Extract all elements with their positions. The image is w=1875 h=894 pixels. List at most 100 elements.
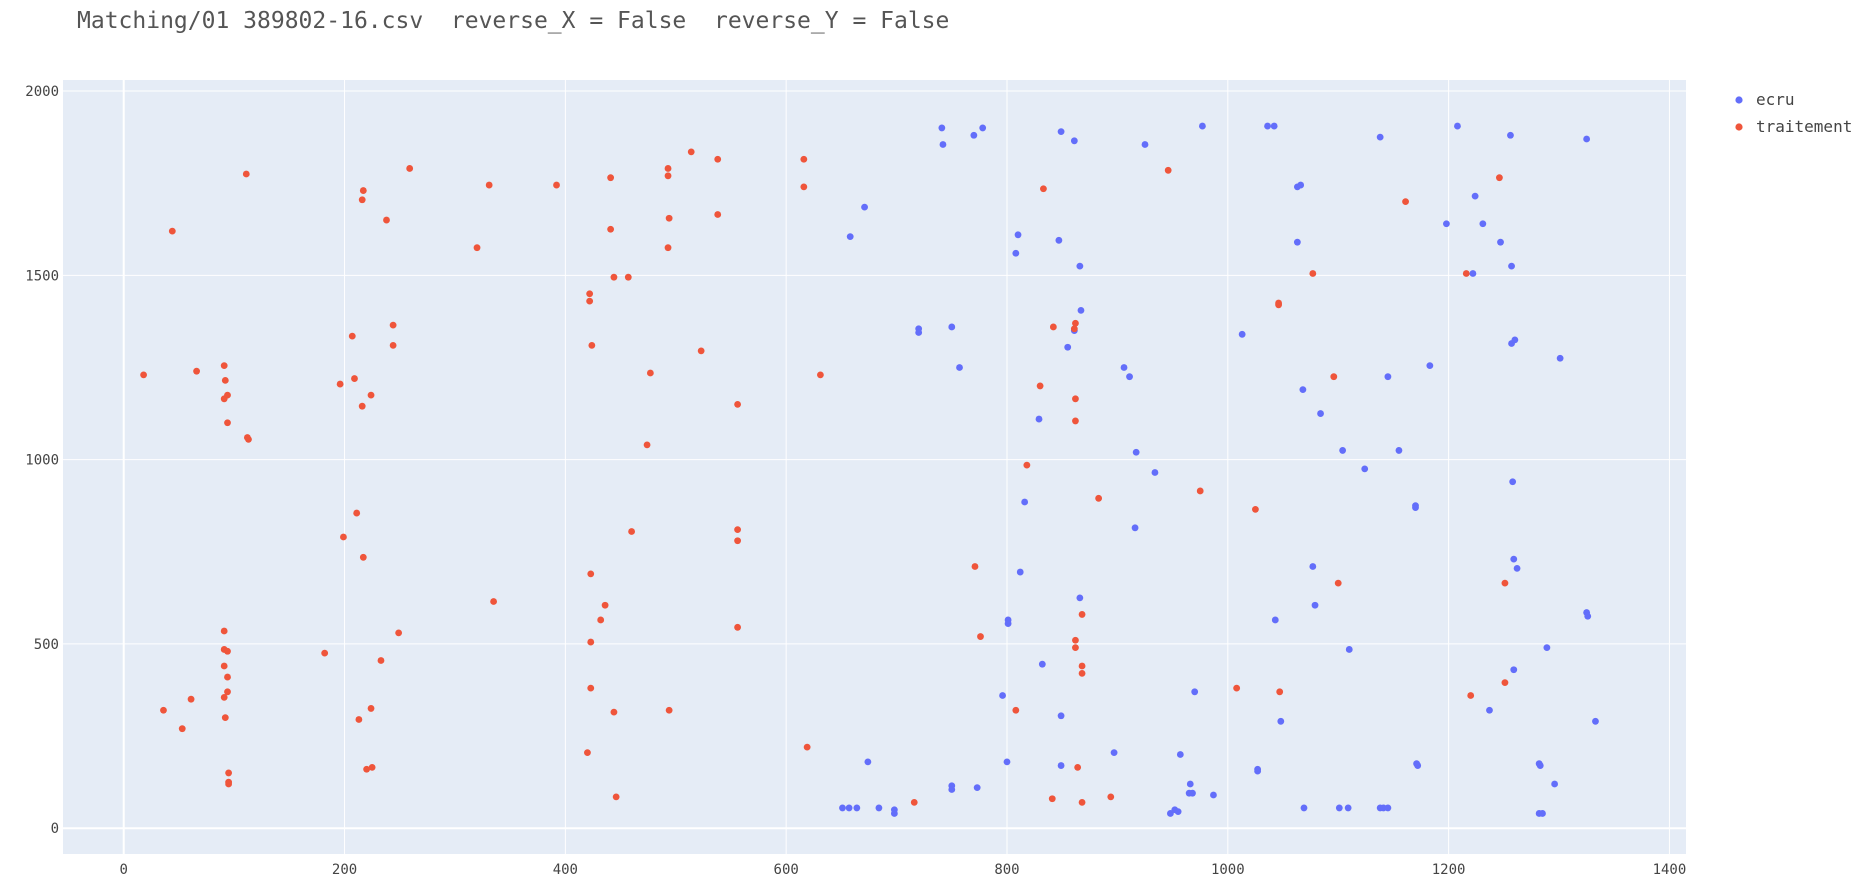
data-point-traitement bbox=[377, 657, 385, 664]
data-point-ecru bbox=[1344, 804, 1352, 812]
legend-label: traitement bbox=[1756, 117, 1852, 136]
legend[interactable]: ecru traitement bbox=[1735, 90, 1852, 136]
data-point-ecru bbox=[948, 786, 956, 793]
data-point-ecru bbox=[1543, 644, 1551, 651]
data-point-ecru bbox=[1270, 122, 1278, 130]
y-tick-label: 2000 bbox=[25, 84, 59, 100]
data-point-traitement bbox=[220, 693, 228, 701]
data-point-ecru bbox=[1297, 181, 1305, 189]
data-point-traitement bbox=[359, 187, 367, 194]
data-point-ecru bbox=[939, 141, 947, 148]
data-point-traitement bbox=[646, 369, 654, 377]
data-point-ecru bbox=[1077, 306, 1085, 314]
data-point-traitement bbox=[178, 725, 186, 733]
data-point-traitement bbox=[553, 181, 560, 189]
data-point-ecru bbox=[1057, 712, 1065, 720]
x-axis-ticks: 0 200 400 600 800 1000 1200 1400 bbox=[120, 862, 1687, 878]
data-point-ecru bbox=[1186, 780, 1194, 788]
data-point-traitement bbox=[389, 341, 397, 349]
data-point-traitement bbox=[348, 332, 356, 340]
data-point-traitement bbox=[1107, 793, 1115, 801]
data-point-ecru bbox=[1070, 137, 1078, 145]
data-point-traitement bbox=[610, 273, 618, 281]
data-point-traitement bbox=[140, 371, 147, 379]
data-point-ecru bbox=[956, 364, 963, 371]
data-point-traitement bbox=[664, 244, 672, 252]
data-point-traitement bbox=[1040, 185, 1047, 193]
data-point-traitement bbox=[597, 616, 605, 624]
data-point-ecru bbox=[861, 203, 868, 211]
data-point-ecru bbox=[1210, 791, 1217, 799]
data-point-ecru bbox=[1132, 448, 1140, 456]
legend-item-ecru[interactable]: ecru bbox=[1735, 90, 1795, 109]
data-point-ecru bbox=[1339, 447, 1347, 454]
data-point-traitement bbox=[664, 172, 672, 180]
data-point-ecru bbox=[1384, 373, 1392, 381]
legend-item-traitement[interactable]: traitement bbox=[1735, 117, 1852, 136]
plot-area bbox=[63, 80, 1686, 854]
data-point-ecru bbox=[1426, 362, 1434, 370]
data-point-ecru bbox=[1038, 660, 1046, 668]
data-point-traitement bbox=[1462, 270, 1470, 277]
data-point-traitement bbox=[367, 391, 375, 399]
data-point-traitement bbox=[368, 763, 376, 771]
data-point-ecru bbox=[1510, 555, 1518, 563]
data-point-ecru bbox=[948, 323, 956, 331]
data-point-ecru bbox=[1057, 762, 1065, 769]
data-point-ecru bbox=[1583, 135, 1591, 143]
data-point-ecru bbox=[1014, 231, 1022, 239]
grid bbox=[63, 80, 1686, 854]
data-point-traitement bbox=[697, 347, 705, 355]
data-point-traitement bbox=[607, 174, 615, 182]
data-point-ecru bbox=[1317, 410, 1324, 417]
x-tick-label: 1200 bbox=[1432, 862, 1466, 878]
data-point-ecru bbox=[1199, 122, 1206, 130]
data-point-traitement bbox=[1023, 461, 1031, 469]
chart-title: Matching/01 389802-16.csv reverse_X = Fa… bbox=[77, 8, 950, 34]
data-point-traitement bbox=[221, 714, 229, 722]
data-point-traitement bbox=[358, 196, 366, 204]
data-point-traitement bbox=[358, 402, 366, 410]
data-point-traitement bbox=[1078, 611, 1086, 618]
data-point-ecru bbox=[1021, 498, 1029, 506]
data-point-traitement bbox=[220, 662, 228, 670]
data-point-traitement bbox=[587, 684, 595, 692]
data-point-traitement bbox=[588, 341, 596, 349]
data-point-traitement bbox=[1164, 166, 1172, 174]
data-point-ecru bbox=[1309, 563, 1317, 570]
data-point-ecru bbox=[853, 804, 861, 812]
data-point-ecru bbox=[1486, 706, 1493, 714]
data-point-traitement bbox=[1070, 325, 1078, 333]
x-tick-label: 600 bbox=[774, 862, 799, 878]
data-point-traitement bbox=[1501, 579, 1509, 587]
data-point-traitement bbox=[242, 170, 250, 178]
data-point-traitement bbox=[1078, 799, 1086, 806]
data-point-traitement bbox=[1334, 579, 1342, 587]
data-point-ecru bbox=[1584, 612, 1592, 620]
x-tick-label: 0 bbox=[120, 862, 128, 878]
data-point-traitement bbox=[1276, 688, 1284, 696]
data-point-ecru bbox=[1076, 594, 1084, 602]
data-point-traitement bbox=[1252, 505, 1259, 513]
data-point-ecru bbox=[1120, 364, 1128, 371]
data-point-traitement bbox=[1275, 301, 1282, 309]
data-point-ecru bbox=[1361, 465, 1369, 473]
data-point-ecru bbox=[973, 784, 981, 792]
data-point-ecru bbox=[1238, 330, 1246, 338]
data-point-ecru bbox=[1508, 262, 1515, 270]
data-point-ecru bbox=[1189, 789, 1196, 797]
data-point-ecru bbox=[1551, 780, 1559, 788]
data-point-traitement bbox=[359, 553, 367, 561]
data-point-traitement bbox=[1036, 382, 1044, 390]
legend-marker bbox=[1735, 123, 1743, 131]
data-point-ecru bbox=[1176, 751, 1184, 758]
data-point-traitement bbox=[1095, 494, 1103, 502]
data-point-ecru bbox=[979, 124, 987, 132]
data-point-ecru bbox=[1131, 524, 1139, 532]
data-point-ecru bbox=[970, 131, 978, 139]
data-point-ecru bbox=[839, 804, 846, 812]
data-point-ecru bbox=[1513, 564, 1521, 572]
data-point-traitement bbox=[485, 181, 493, 189]
data-point-traitement bbox=[224, 688, 231, 696]
